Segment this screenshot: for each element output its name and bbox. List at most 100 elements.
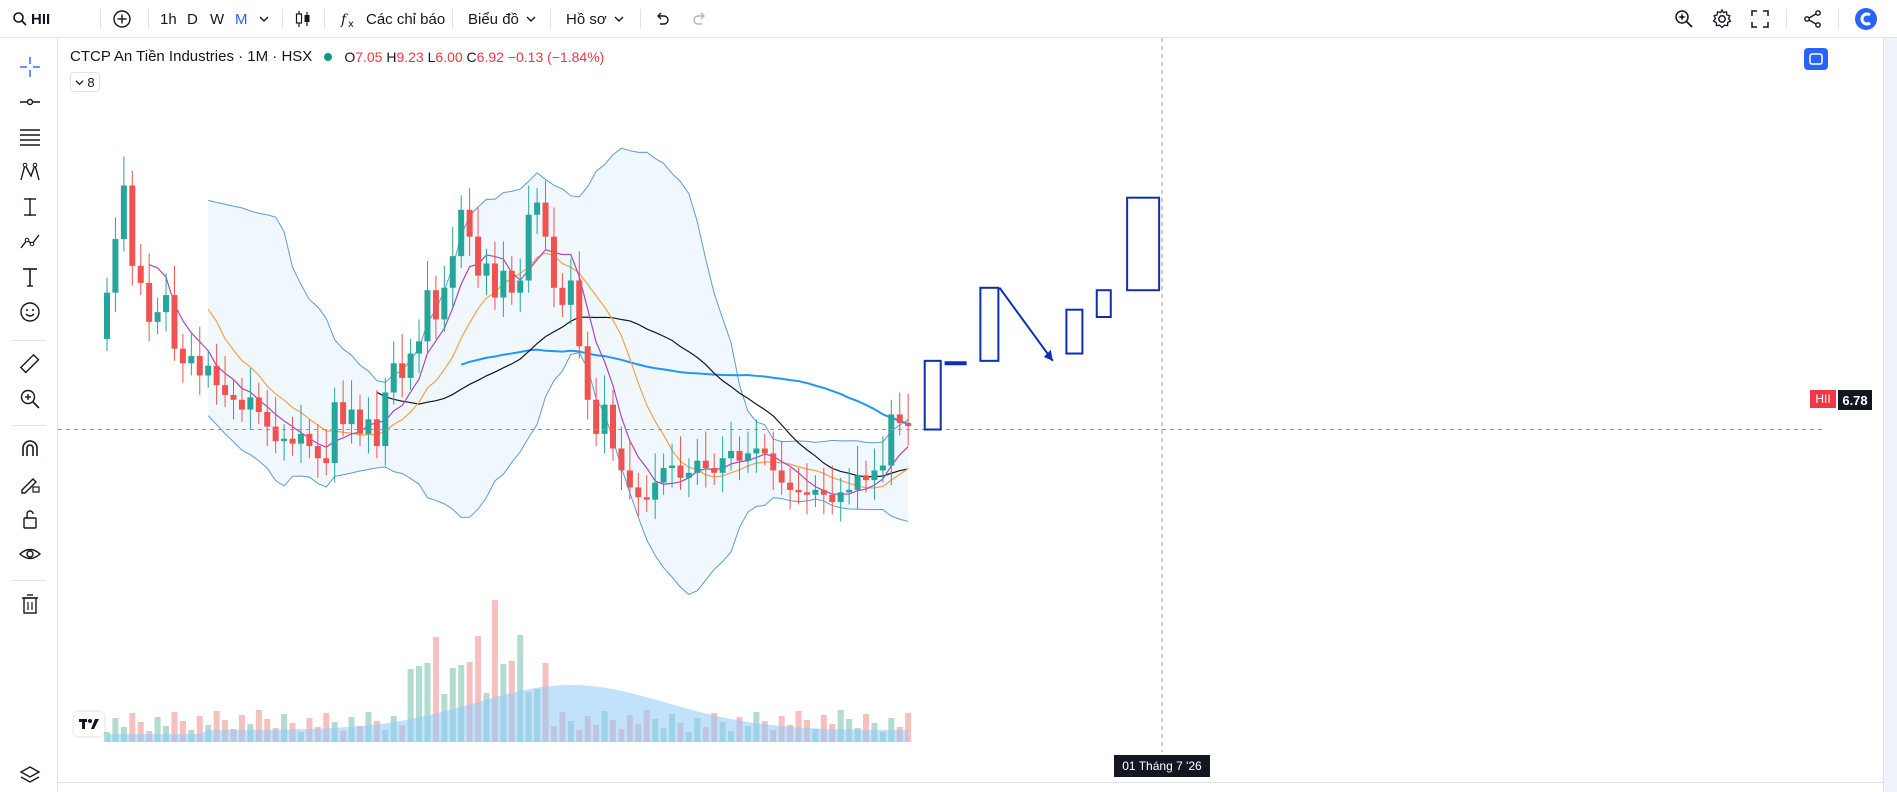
candle-body — [466, 209, 473, 237]
long-position-icon — [24, 198, 36, 216]
close-label: C — [466, 48, 477, 65]
stay-in-drawing-tool[interactable] — [17, 471, 43, 497]
volume-bar — [255, 710, 262, 742]
projection-box[interactable] — [1095, 289, 1112, 319]
chevron-down-icon — [259, 16, 269, 22]
symbol-search[interactable]: HII — [12, 0, 50, 38]
right-panel-strip[interactable] — [1883, 38, 1897, 792]
remove-drawings-tool[interactable] — [17, 591, 43, 617]
volume-bar — [820, 715, 827, 742]
volume-bar — [863, 714, 869, 742]
candle-body — [179, 348, 186, 364]
chart-legend: CTCP An Tiền Industries · 1M · HSX O7.05… — [70, 48, 604, 65]
candle-body — [424, 290, 431, 342]
fullscreen-button[interactable] — [1750, 0, 1770, 38]
hide-drawings-tool[interactable] — [17, 541, 43, 567]
candle-body — [230, 394, 237, 400]
profile-menu-button[interactable]: Hồ sơ — [566, 0, 625, 38]
interval-dropdown[interactable] — [258, 0, 270, 38]
trend-line-tool[interactable] — [17, 89, 43, 115]
chart-menu-button[interactable]: Biểu đồ — [468, 0, 537, 38]
candle-body — [348, 409, 355, 425]
refresh-icon — [1809, 53, 1823, 65]
candle-body — [458, 209, 465, 257]
volume-bar — [213, 711, 220, 742]
candle-body — [483, 263, 490, 276]
projection-box[interactable] — [1065, 308, 1084, 355]
volume-bar — [407, 669, 414, 742]
candle-body — [685, 472, 692, 478]
candle-body — [129, 185, 136, 266]
bollinger-lower — [207, 352, 909, 596]
candle-body — [508, 270, 515, 293]
tradingview-logo[interactable] — [74, 712, 104, 736]
object-tree-button[interactable] — [17, 762, 43, 788]
chart-style-button[interactable] — [293, 0, 313, 38]
user-drawings[interactable] — [58, 38, 1826, 752]
projection-tool[interactable] — [17, 194, 43, 220]
lock-drawings-tool[interactable] — [17, 506, 43, 532]
measure-tool[interactable] — [17, 351, 43, 377]
candle-body — [635, 487, 642, 498]
bollinger-fill — [208, 148, 909, 595]
candle-body — [517, 280, 524, 293]
candle-body — [491, 263, 498, 298]
interval-d[interactable]: D — [187, 0, 198, 38]
fib-tool[interactable] — [17, 124, 43, 150]
pattern-tool[interactable] — [17, 159, 43, 185]
price-tag-value: 6.78 — [1838, 390, 1872, 410]
candle-body — [238, 399, 245, 410]
emoji-tool[interactable] — [17, 299, 43, 325]
candle-body — [576, 280, 583, 347]
navigation-button[interactable] — [1804, 48, 1828, 70]
share-icon — [1804, 10, 1821, 28]
crosshair-tool[interactable] — [17, 54, 43, 80]
compare-button[interactable] — [112, 0, 132, 38]
volume-bar — [517, 635, 524, 742]
bollinger-bands — [207, 147, 909, 596]
bottom-panel-strip[interactable] — [58, 782, 1883, 792]
share-button[interactable] — [1803, 0, 1823, 38]
toolbar-divider — [640, 9, 641, 29]
zoom-tool[interactable] — [17, 386, 43, 412]
candle-body — [331, 402, 338, 464]
projection-box[interactable] — [979, 286, 1000, 362]
toolbar-divider — [1838, 9, 1839, 29]
undo-button[interactable] — [653, 0, 671, 38]
redo-icon — [693, 12, 705, 25]
candle-body — [854, 475, 861, 490]
candle-body — [365, 419, 372, 434]
candle-body — [416, 341, 423, 354]
interval-label: 1h — [160, 10, 177, 28]
candle-body — [500, 270, 507, 298]
quick-search-button[interactable] — [1673, 0, 1695, 38]
volume-bar — [154, 717, 161, 742]
projection-box[interactable] — [1126, 196, 1161, 292]
app-logo-button[interactable] — [1854, 0, 1878, 38]
candle-body — [542, 202, 549, 237]
interval-w[interactable]: W — [210, 0, 224, 38]
indicators-label: Các chỉ báo — [366, 10, 446, 28]
candle-body — [711, 467, 718, 473]
chevron-down-icon — [526, 16, 536, 22]
interval-1h[interactable]: 1h — [160, 0, 177, 38]
projection-box[interactable] — [923, 359, 942, 431]
indicators-toggle[interactable]: 8 — [70, 72, 100, 92]
candle-body — [795, 489, 802, 493]
interval-m[interactable]: M — [235, 0, 248, 38]
gear-icon — [1712, 8, 1732, 29]
candle-body — [163, 295, 170, 313]
text-tool[interactable] — [17, 264, 43, 290]
price-chart[interactable]: 18.0016.0014.0012.0010.008.006.004.002.0… — [58, 38, 1826, 752]
settings-button[interactable] — [1711, 0, 1733, 38]
redo-button[interactable] — [691, 0, 709, 38]
symbol-title[interactable]: CTCP An Tiền Industries · 1M · HSX — [70, 48, 313, 65]
volume-bar — [905, 713, 912, 742]
brush-tool[interactable] — [17, 229, 43, 255]
projection-arrow[interactable] — [998, 287, 1054, 362]
candle-body — [812, 489, 819, 495]
magnet-tool[interactable] — [17, 436, 43, 462]
toolbar-divider — [12, 425, 46, 426]
candle-body — [222, 385, 229, 395]
